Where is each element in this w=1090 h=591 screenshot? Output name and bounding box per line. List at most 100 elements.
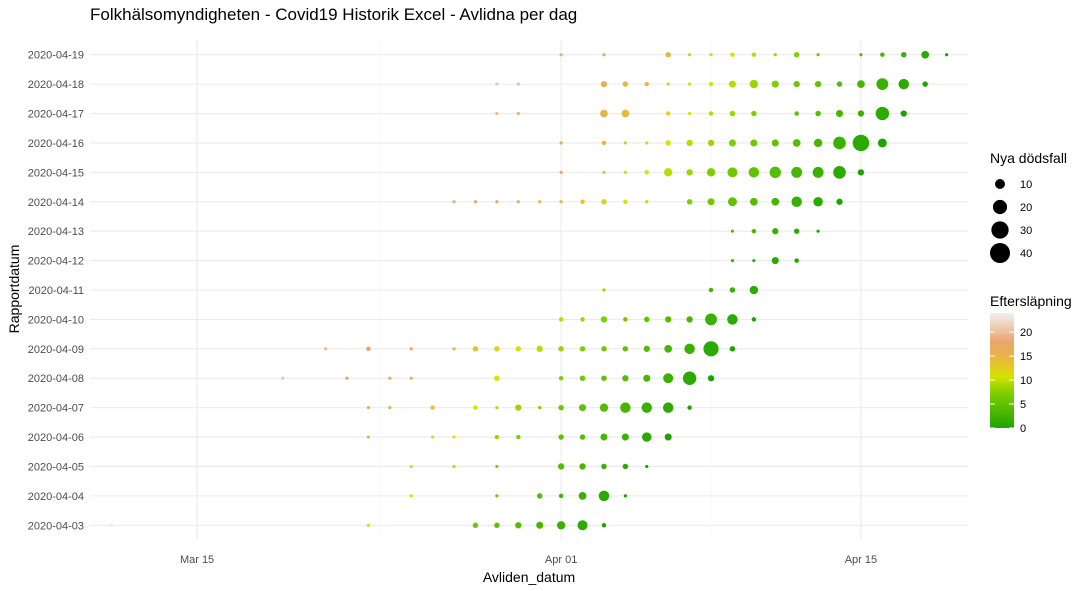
data-point (665, 140, 671, 146)
data-point (579, 404, 587, 412)
data-point (643, 345, 650, 352)
data-point (538, 406, 542, 410)
data-point (577, 520, 588, 531)
data-point (666, 82, 670, 86)
data-point (558, 346, 564, 352)
data-point (642, 432, 652, 442)
data-point (772, 228, 779, 235)
data-point (708, 287, 714, 293)
data-point (816, 229, 820, 233)
data-point (600, 109, 608, 118)
data-point (602, 53, 606, 57)
y-tick-label: 2020-04-04 (28, 491, 84, 503)
data-point (578, 492, 587, 500)
size-legend-label: 20 (1020, 202, 1032, 214)
size-legend-key (991, 221, 1009, 239)
data-point (452, 347, 456, 351)
data-point (644, 316, 650, 323)
data-point (644, 81, 650, 87)
data-point (791, 196, 802, 208)
y-tick-label: 2020-04-11 (29, 285, 84, 297)
data-point (686, 169, 693, 176)
data-points (109, 50, 949, 531)
data-point (684, 343, 695, 355)
data-point (794, 111, 799, 116)
data-point (623, 199, 628, 205)
data-point (791, 166, 803, 178)
data-point (623, 494, 627, 498)
data-point (665, 316, 672, 323)
data-point (813, 197, 823, 207)
y-tick-label: 2020-04-08 (28, 373, 84, 385)
data-point (620, 402, 631, 413)
color-legend-title: Eftersläpning (990, 293, 1072, 309)
size-legend-title: Nya dödsfall (990, 150, 1067, 166)
size-legend-key (995, 179, 1005, 189)
data-point (558, 434, 564, 440)
data-point (516, 82, 520, 86)
data-point (812, 166, 824, 178)
data-point (686, 139, 693, 147)
data-point (558, 493, 564, 499)
data-point (664, 168, 673, 177)
data-point (388, 406, 392, 410)
color-legend-label: 0 (1020, 423, 1026, 435)
data-point (833, 166, 846, 179)
data-point (601, 523, 607, 528)
data-point (771, 257, 779, 265)
y-tick-label: 2020-04-19 (28, 50, 84, 62)
data-point (495, 82, 499, 86)
data-point (857, 169, 865, 176)
data-point (750, 139, 758, 147)
y-axis-title: Rapportdatum (6, 245, 22, 334)
data-point (688, 53, 692, 57)
data-point (430, 405, 435, 410)
data-point (727, 197, 737, 207)
data-point (621, 433, 629, 441)
data-point (622, 463, 629, 470)
data-point (641, 402, 653, 413)
data-point (771, 80, 779, 88)
y-tick-label: 2020-04-07 (28, 403, 84, 415)
data-point (751, 52, 757, 57)
data-point (323, 347, 328, 351)
data-point (833, 136, 846, 150)
data-point (728, 80, 736, 88)
data-point (559, 141, 563, 145)
x-axis-title: Avliden_datum (483, 569, 575, 585)
data-point (730, 258, 735, 263)
data-point (452, 464, 456, 469)
data-point (836, 81, 843, 87)
data-point (559, 53, 563, 57)
data-point (409, 494, 413, 498)
data-point (473, 405, 478, 410)
data-point (835, 109, 844, 118)
data-point (621, 109, 630, 118)
data-point (688, 111, 692, 116)
data-point (706, 168, 716, 177)
x-tick-label: Apr 15 (845, 554, 877, 566)
data-point (579, 375, 586, 381)
data-point (793, 51, 800, 58)
x-tick-label: Mar 15 (180, 554, 214, 566)
data-point (600, 80, 608, 88)
data-point (495, 406, 499, 410)
data-point (602, 170, 606, 174)
data-point (622, 375, 629, 382)
data-point (623, 170, 627, 174)
data-point (366, 435, 370, 439)
data-point (473, 200, 478, 204)
data-point (877, 138, 887, 148)
data-point (727, 314, 738, 325)
data-point (728, 139, 736, 147)
data-point (707, 375, 715, 382)
size-legend-label: 10 (1020, 179, 1032, 191)
data-point (452, 200, 456, 204)
y-tick-label: 2020-04-05 (28, 461, 84, 473)
data-point (813, 138, 823, 148)
data-point (559, 170, 563, 174)
data-point (281, 376, 285, 380)
data-point (515, 522, 522, 529)
data-point (472, 522, 479, 529)
